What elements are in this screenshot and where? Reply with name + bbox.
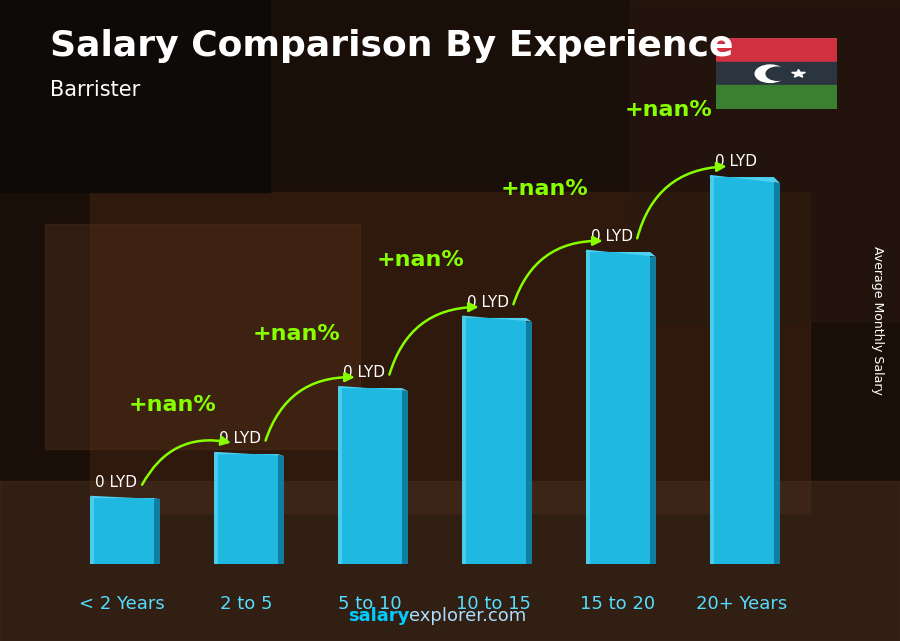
Text: +nan%: +nan% <box>500 179 588 199</box>
Text: +nan%: +nan% <box>129 395 216 415</box>
Polygon shape <box>90 495 160 499</box>
Polygon shape <box>586 249 656 256</box>
Bar <box>586 252 650 564</box>
Bar <box>650 256 656 564</box>
Text: 2 to 5: 2 to 5 <box>220 595 273 613</box>
Polygon shape <box>462 315 532 322</box>
Bar <box>0 0 270 192</box>
Text: 0 LYD: 0 LYD <box>715 154 757 169</box>
Bar <box>716 85 837 109</box>
Text: +nan%: +nan% <box>376 249 464 270</box>
Text: 0 LYD: 0 LYD <box>95 475 137 490</box>
Text: salary: salary <box>348 607 410 625</box>
Text: 5 to 10: 5 to 10 <box>338 595 401 613</box>
Bar <box>462 318 526 564</box>
Text: Barrister: Barrister <box>50 80 140 100</box>
Text: +nan%: +nan% <box>252 324 340 344</box>
Bar <box>278 456 284 564</box>
Text: 10 to 15: 10 to 15 <box>456 595 532 613</box>
Text: < 2 Years: < 2 Years <box>79 595 165 613</box>
Bar <box>90 498 155 564</box>
Polygon shape <box>709 175 780 183</box>
Bar <box>526 322 532 564</box>
Bar <box>402 391 408 564</box>
Bar <box>90 498 94 564</box>
Text: explorer.com: explorer.com <box>410 607 526 625</box>
Text: 0 LYD: 0 LYD <box>590 229 633 244</box>
Bar <box>586 252 590 564</box>
Bar <box>462 318 466 564</box>
Polygon shape <box>214 452 284 456</box>
Bar <box>630 0 900 320</box>
Text: 20+ Years: 20+ Years <box>697 595 788 613</box>
Bar <box>45 224 360 449</box>
Text: 0 LYD: 0 LYD <box>219 431 261 446</box>
Bar <box>716 38 837 62</box>
Bar <box>716 62 837 85</box>
Text: Average Monthly Salary: Average Monthly Salary <box>871 246 884 395</box>
Text: 0 LYD: 0 LYD <box>467 295 508 310</box>
Bar <box>338 388 402 564</box>
Bar <box>709 178 714 564</box>
Circle shape <box>766 67 788 80</box>
Bar <box>0 481 900 641</box>
Text: +nan%: +nan% <box>625 100 712 120</box>
Bar <box>338 388 342 564</box>
Bar <box>214 454 278 564</box>
Bar <box>774 183 780 564</box>
Bar <box>214 454 219 564</box>
Bar <box>90 192 810 513</box>
Text: 15 to 20: 15 to 20 <box>580 595 655 613</box>
Text: 0 LYD: 0 LYD <box>343 365 385 380</box>
Polygon shape <box>338 386 408 391</box>
Text: Salary Comparison By Experience: Salary Comparison By Experience <box>50 29 733 63</box>
Bar <box>155 499 160 564</box>
Circle shape <box>755 65 785 83</box>
Polygon shape <box>792 69 806 77</box>
Bar <box>709 178 774 564</box>
